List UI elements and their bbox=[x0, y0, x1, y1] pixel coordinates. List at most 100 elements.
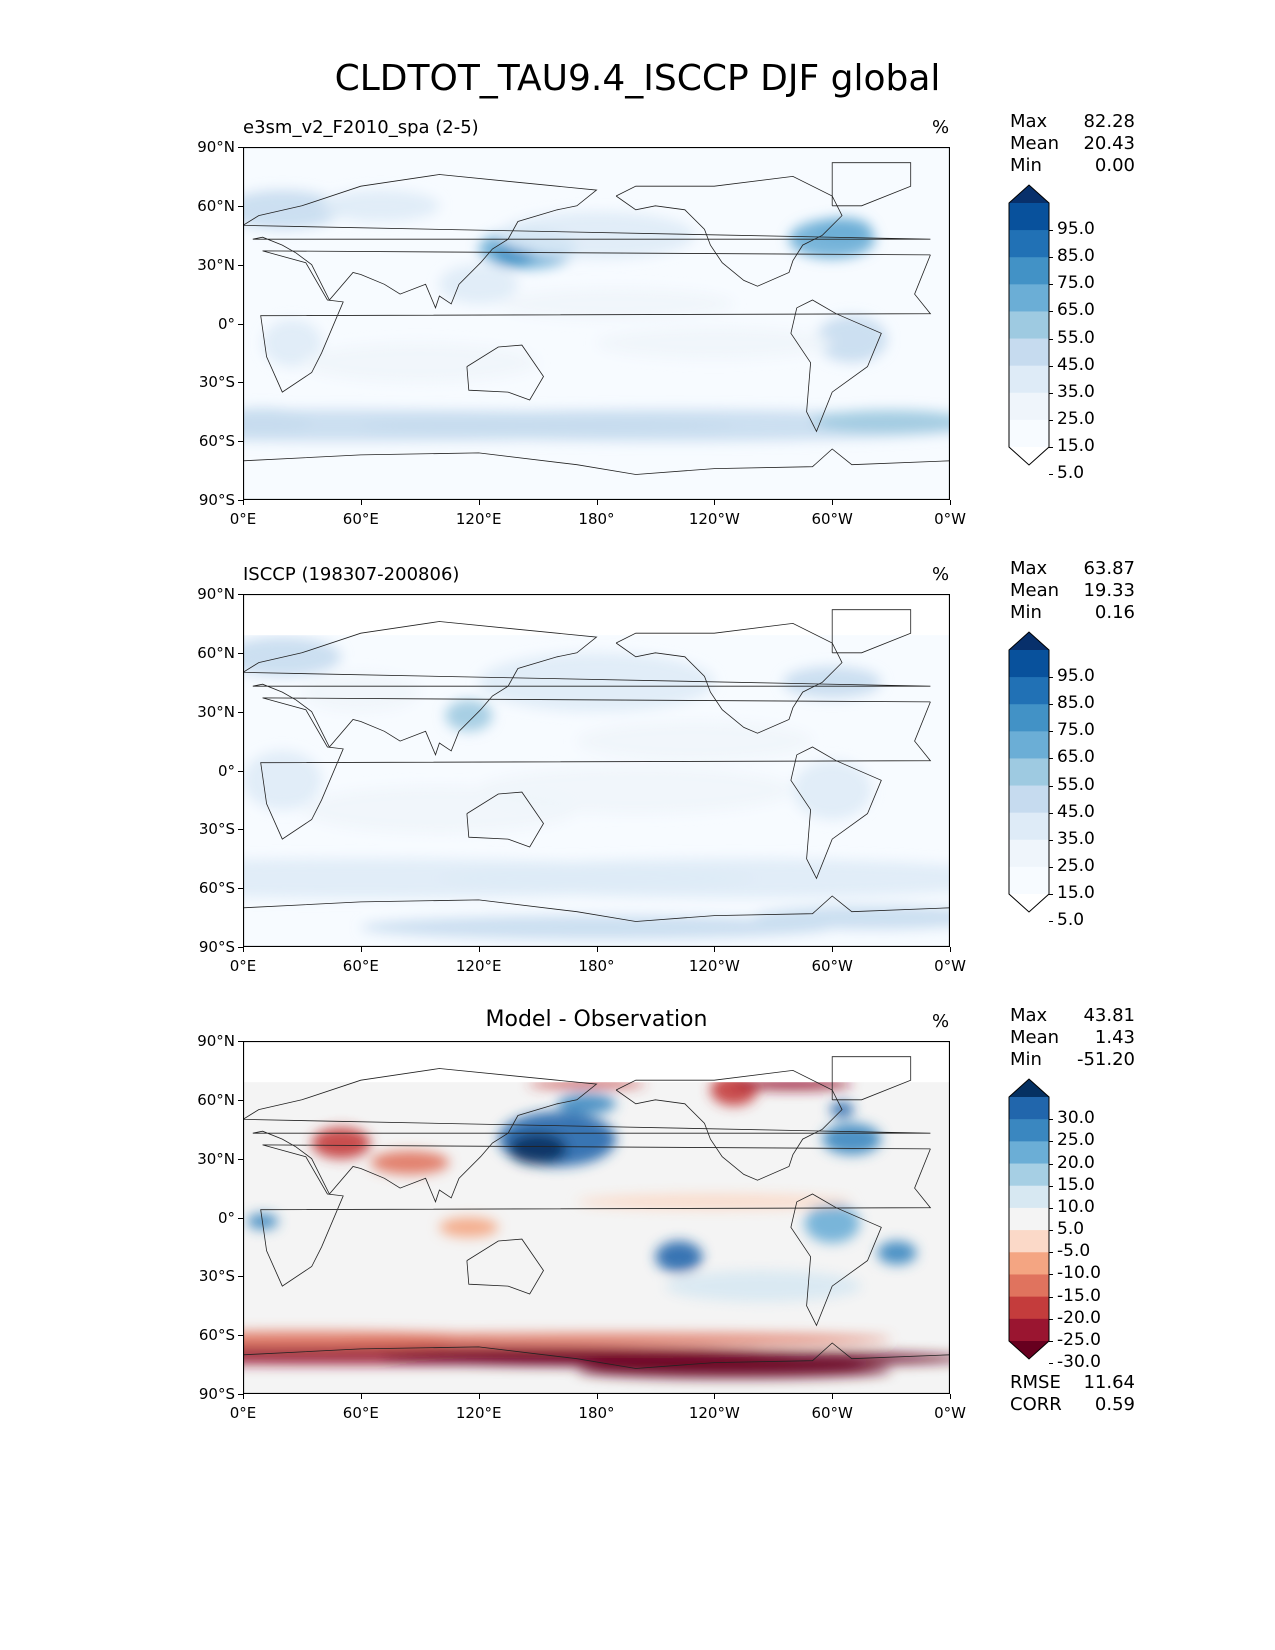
stat-min-value: 0.16 bbox=[1094, 602, 1135, 623]
field-region bbox=[380, 1350, 950, 1367]
colorbar-segment bbox=[1009, 1119, 1049, 1142]
colorbar-tick bbox=[1049, 311, 1053, 313]
colorbar-tick-label: 55.0 bbox=[1057, 774, 1095, 795]
colorbar-tick bbox=[1049, 1274, 1053, 1276]
lat-tick bbox=[238, 1335, 243, 1337]
coastline bbox=[790, 746, 882, 880]
colorbar-tick-label: 65.0 bbox=[1057, 747, 1095, 768]
colorbar-tick bbox=[1049, 419, 1053, 421]
stat-mean: Mean 1.43 bbox=[1010, 1027, 1135, 1049]
lon-tick bbox=[950, 500, 951, 505]
coastline bbox=[466, 344, 544, 401]
metric-corr-label: CORR bbox=[1010, 1394, 1062, 1415]
lon-tick-label: 0°W bbox=[934, 510, 966, 528]
stat-max-label: Max bbox=[1010, 1005, 1048, 1026]
field-region bbox=[370, 1150, 450, 1175]
stat-min-label: Min bbox=[1010, 155, 1042, 176]
lat-tick bbox=[238, 1041, 243, 1042]
lon-tick bbox=[243, 947, 244, 952]
field-region bbox=[816, 315, 888, 363]
map-plot bbox=[243, 594, 950, 947]
colorbar-tick-label: 85.0 bbox=[1057, 693, 1095, 714]
lat-tick bbox=[238, 652, 243, 654]
colorbar-segment bbox=[1009, 1341, 1049, 1359]
lon-tick bbox=[832, 500, 834, 505]
colorbar-tick-label: 35.0 bbox=[1057, 381, 1095, 402]
lat-tick-label: 30°N bbox=[197, 702, 235, 721]
map-frame bbox=[243, 594, 950, 947]
coastline bbox=[466, 1238, 544, 1295]
field-region bbox=[508, 1133, 568, 1165]
lon-tick bbox=[360, 500, 362, 505]
field-region bbox=[804, 1203, 860, 1243]
lon-tick-label: 180° bbox=[578, 510, 615, 528]
no-data-band bbox=[243, 594, 950, 636]
colorbar-segment bbox=[1009, 677, 1049, 705]
lat-tick bbox=[238, 594, 243, 595]
lat-tick bbox=[238, 441, 243, 443]
field-region bbox=[753, 905, 950, 930]
map-frame bbox=[243, 1041, 950, 1394]
colorbar-tick-label: 15.0 bbox=[1057, 1174, 1095, 1195]
metric-rmse: RMSE 11.64 bbox=[1010, 1372, 1135, 1394]
field-region bbox=[311, 1127, 371, 1159]
field-region bbox=[576, 1362, 892, 1379]
field-region bbox=[498, 211, 695, 259]
lon-tick bbox=[832, 947, 834, 952]
coastline bbox=[243, 174, 931, 309]
stat-max-label: Max bbox=[1010, 111, 1048, 132]
field-region bbox=[360, 409, 950, 442]
coastline bbox=[243, 1342, 950, 1369]
colorbar-segment bbox=[1009, 866, 1049, 895]
lon-tick-label: 180° bbox=[578, 957, 615, 975]
lat-tick bbox=[238, 1276, 243, 1278]
colorbar-segment bbox=[1009, 1097, 1049, 1120]
colorbar-tick bbox=[1049, 704, 1053, 706]
lon-tick-label: 120°E bbox=[455, 957, 502, 975]
lon-tick bbox=[714, 1394, 716, 1399]
panel-title: e3sm_v2_F2010_spa (2-5) bbox=[243, 117, 479, 138]
colorbar-segment bbox=[1009, 230, 1049, 258]
lon-tick bbox=[596, 1394, 598, 1399]
colorbar-tick bbox=[1049, 1318, 1053, 1320]
field-region bbox=[243, 637, 342, 677]
field-region bbox=[822, 1123, 882, 1155]
field-region bbox=[576, 721, 813, 761]
lon-tick-label: 60°W bbox=[811, 957, 853, 975]
lat-tick bbox=[238, 323, 243, 325]
colorbar-segment bbox=[1009, 632, 1049, 650]
colorbar-segment bbox=[1009, 284, 1049, 312]
lat-tick-label: 90°N bbox=[197, 138, 235, 156]
lat-tick-label: 30°N bbox=[197, 1149, 235, 1168]
lon-tick-label: 180° bbox=[578, 1404, 615, 1422]
metric-rmse-value: 11.64 bbox=[1083, 1372, 1135, 1393]
lon-tick bbox=[360, 947, 362, 952]
colorbar-segment bbox=[1009, 1318, 1049, 1342]
lon-tick-label: 120°E bbox=[455, 1404, 502, 1422]
coastline bbox=[466, 791, 544, 848]
coastline bbox=[831, 1056, 912, 1101]
unit-label: % bbox=[932, 1011, 950, 1032]
stat-mean-value: 20.43 bbox=[1083, 133, 1135, 154]
colorbar-tick bbox=[1049, 758, 1053, 760]
field-region bbox=[301, 786, 577, 834]
colorbar-tick bbox=[1049, 894, 1053, 895]
colorbar-tick-label: 55.0 bbox=[1057, 327, 1095, 348]
panel-title: ISCCP (198307-200806) bbox=[243, 564, 460, 585]
lon-tick-label: 0°E bbox=[229, 510, 257, 528]
lat-tick bbox=[238, 500, 243, 501]
lon-tick-label: 60°E bbox=[342, 510, 379, 528]
coastline bbox=[243, 1068, 931, 1203]
colorbar-tick bbox=[1049, 866, 1053, 868]
stats-block: Max 82.28 Mean 20.43 Min 0.00 bbox=[1010, 111, 1135, 177]
colorbar-tick bbox=[1049, 1296, 1053, 1298]
stat-max-value: 82.28 bbox=[1083, 111, 1135, 132]
lon-tick bbox=[243, 500, 244, 505]
stat-min-label: Min bbox=[1010, 602, 1042, 623]
lat-tick bbox=[238, 147, 243, 148]
field-contours bbox=[243, 190, 950, 442]
colorbar-tick-label: 5.0 bbox=[1057, 910, 1085, 931]
lat-tick bbox=[238, 1099, 243, 1101]
stat-mean: Mean 20.43 bbox=[1010, 133, 1135, 155]
colorbar-tick bbox=[1049, 1141, 1053, 1143]
